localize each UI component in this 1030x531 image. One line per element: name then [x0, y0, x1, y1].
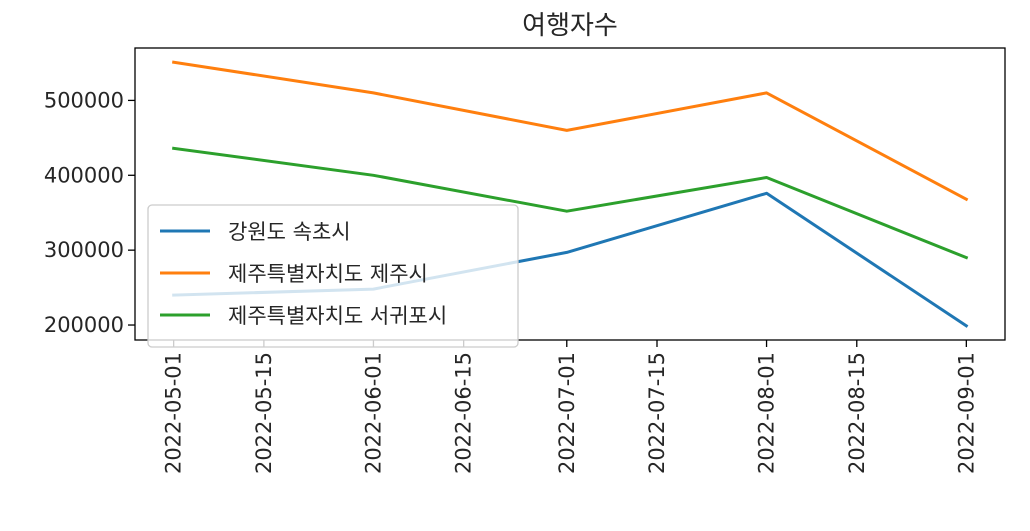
plot-frame — [134, 47, 1006, 341]
y-tick-label: 200000 — [44, 313, 124, 337]
y-tick-label: 500000 — [44, 88, 124, 112]
x-tick-label: 2022-05-01 — [162, 352, 186, 474]
legend-label-2: 제주특별자치도 제주시 — [228, 262, 428, 286]
series-line-3 — [172, 146, 969, 260]
axes: 200000 300000 400000 500000 2022-05-01 2022-0… — [44, 47, 1006, 474]
legend-label-1: 강원도 속초시 — [228, 220, 351, 244]
legend-label-3: 제주특별자치도 서귀포시 — [228, 304, 447, 328]
series-line-2 — [171, 60, 969, 202]
chart-title: 여행자수 — [522, 11, 618, 41]
x-tick-label: 2022-08-01 — [755, 352, 779, 474]
x-tick-label: 2022-05-15 — [252, 352, 276, 474]
x-tick-label: 2022-06-15 — [452, 352, 476, 474]
x-tick-label: 2022-09-01 — [954, 352, 978, 474]
x-tick-label: 2022-06-01 — [361, 352, 385, 474]
y-tick-label: 300000 — [44, 238, 124, 262]
y-tick-label: 400000 — [44, 163, 124, 187]
x-tick-label: 2022-07-01 — [555, 352, 579, 474]
x-tick-label: 2022-08-15 — [845, 352, 869, 474]
legend-box — [147, 204, 519, 348]
x-tick-label: 2022-07-15 — [645, 352, 669, 474]
